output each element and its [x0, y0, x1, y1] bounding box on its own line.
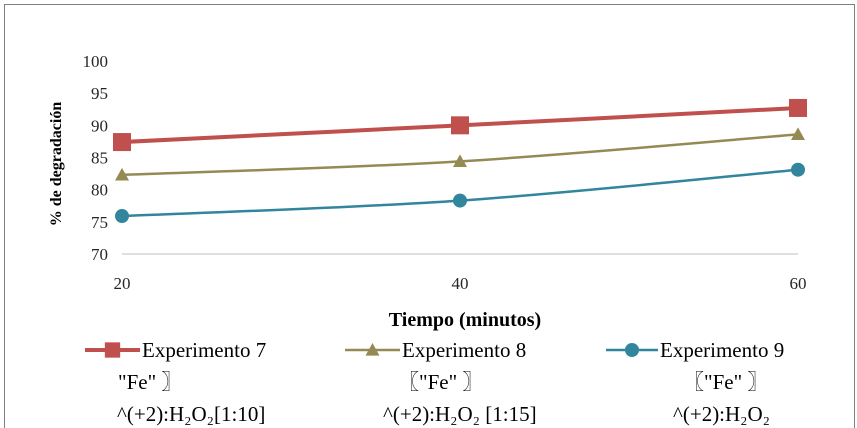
series-3: [115, 162, 805, 224]
x-axis-ticks: 20 40 60: [114, 274, 807, 293]
legend: Experimento 7"Fe" 〗^(+2):H₂O₂[1:10]Exper…: [85, 338, 784, 426]
y-axis-label: % de degradación: [48, 102, 65, 227]
y-tick-label: 85: [91, 149, 108, 168]
legend-label-line: ^(+2):H₂O₂[1:10]: [117, 402, 265, 426]
y-tick-label: 90: [91, 116, 108, 135]
legend-label-line: 〖"Fe" 〗: [398, 370, 483, 394]
data-point-square: [451, 116, 469, 135]
legend-label-line: 〖"Fe" 〗: [683, 370, 768, 394]
legend-marker-square: [104, 342, 121, 358]
series-2: [115, 127, 805, 181]
data-point-triangle: [791, 127, 805, 140]
data-point-triangle: [115, 167, 129, 181]
legend-label-line: "Fe" 〗: [118, 370, 182, 394]
legend-item-1: Experimento 7 "Fe" 〗 ^(+2):H₂O₂[1:10]: [85, 338, 266, 426]
legend-label-line: ^(+2):H₂O₂: [673, 402, 770, 426]
legend-marker-circle: [625, 343, 639, 357]
legend-marker-triangle: [365, 343, 380, 356]
x-axis-label: Tiempo (minutos): [389, 309, 541, 331]
data-point-square: [113, 133, 131, 152]
series-group: [113, 98, 807, 224]
y-tick-label: 80: [91, 181, 108, 200]
series-1: [113, 98, 807, 152]
y-axis-ticks: 70 75 80 85 90 95 100: [83, 52, 109, 264]
x-tick-label: 20: [114, 274, 131, 293]
data-point-circle: [453, 193, 467, 208]
y-tick-label: 95: [91, 84, 108, 103]
legend-item-3: Experimento 9 〖"Fe" 〗 ^(+2):H₂O₂: [606, 338, 784, 426]
y-tick-label: 70: [91, 245, 108, 264]
data-point-circle: [791, 162, 805, 177]
legend-label-line: Experimento 8: [402, 338, 526, 362]
x-tick-label: 40: [452, 274, 469, 293]
legend-item-2: Experimento 8 〖"Fe" 〗 ^(+2):H₂O₂ [1:15]: [345, 338, 537, 426]
legend-label-line: Experimento 9: [660, 338, 784, 362]
legend-label-line: Experimento 7: [142, 338, 266, 362]
chart-frame: [4, 4, 855, 428]
data-point-square: [789, 98, 807, 117]
x-tick-label: 60: [790, 274, 807, 293]
y-tick-label: 100: [83, 52, 109, 71]
data-point-triangle: [453, 154, 467, 167]
y-tick-label: 75: [91, 213, 108, 232]
series-line: [121, 168, 799, 218]
data-point-circle: [115, 209, 129, 224]
legend-label-line: ^(+2):H₂O₂ [1:15]: [383, 402, 537, 426]
